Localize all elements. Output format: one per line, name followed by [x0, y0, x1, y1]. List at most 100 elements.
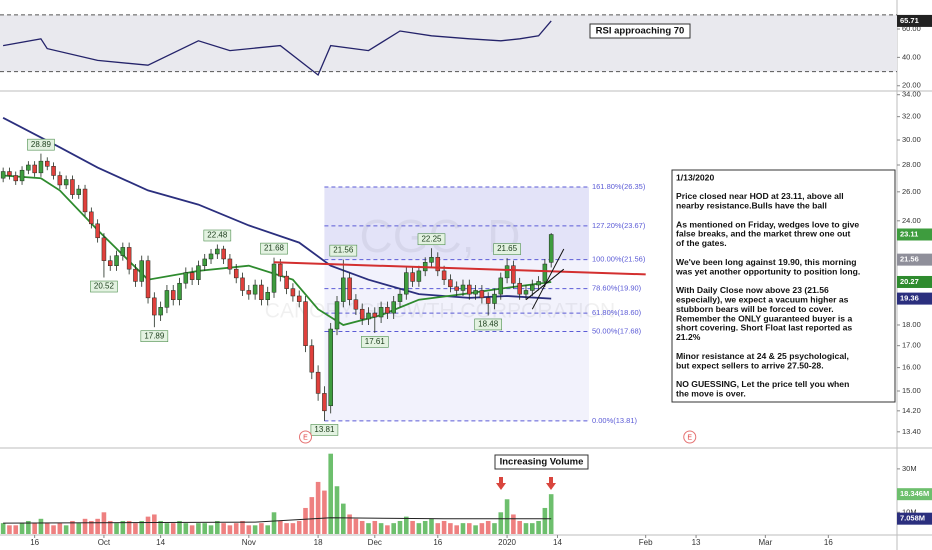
- volume-bar: [422, 520, 428, 534]
- candle-body: [322, 393, 327, 412]
- candle-body: [460, 284, 466, 291]
- candle-body: [341, 277, 346, 302]
- volume-bar: [76, 523, 82, 534]
- volume-bar: [107, 520, 113, 534]
- volume-bar: [164, 523, 170, 534]
- candle-body: [164, 290, 170, 308]
- volume-bar: [0, 523, 6, 534]
- candle-body: [517, 282, 522, 295]
- candle-body: [0, 171, 6, 179]
- volume-bar: [227, 525, 233, 534]
- fib-label: 161.80%(26.35): [592, 182, 646, 191]
- volume-bar: [284, 523, 289, 534]
- candle-body: [435, 257, 441, 272]
- volume-bar: [63, 525, 69, 534]
- candle-body: [51, 166, 56, 176]
- candle-body: [278, 263, 283, 277]
- fib-axis-tag: 21.56: [900, 255, 919, 264]
- note-box: [671, 169, 896, 403]
- candle-body: [479, 290, 485, 299]
- candle-body: [63, 179, 69, 186]
- volume-bar: [95, 518, 100, 534]
- callout-label: 22.48: [207, 231, 228, 240]
- fib-label: 127.20%(23.67): [592, 221, 646, 230]
- candle-body: [530, 284, 535, 291]
- candle-body: [378, 307, 384, 318]
- candle-body: [44, 160, 50, 167]
- candle-body: [208, 253, 214, 260]
- fib-label: 50.00%(17.68): [592, 326, 642, 335]
- volume-bar: [328, 453, 334, 534]
- candle-body: [467, 284, 472, 295]
- candle-body: [404, 272, 409, 295]
- candle-body: [240, 277, 245, 291]
- candle-body: [202, 258, 207, 266]
- volume-bar: [278, 520, 283, 534]
- callout-box: [493, 243, 521, 255]
- volume-bar: [454, 525, 459, 534]
- callout-label: 18.48: [478, 320, 499, 329]
- volume-bar: [38, 518, 44, 534]
- volume-bar: [448, 523, 453, 534]
- candle-body: [448, 279, 453, 288]
- event-label: E: [687, 434, 692, 441]
- volume-bar: [70, 520, 75, 534]
- candle-body: [454, 286, 459, 291]
- fib-label: 78.60%(19.90): [592, 284, 642, 293]
- last-price-tag-bg: [897, 228, 932, 241]
- ma-last-tag-bg: [897, 292, 932, 305]
- candle-body: [492, 293, 497, 304]
- fib-label: 61.80%(18.60): [592, 308, 642, 317]
- volume-bar: [485, 520, 491, 534]
- volume-bar: [221, 523, 226, 534]
- note-line: 21.2%: [676, 332, 701, 342]
- ma-last-tag: 19.36: [900, 294, 919, 303]
- callout-box: [140, 330, 169, 342]
- volume-bar: [416, 523, 422, 534]
- volume-bar: [385, 525, 390, 534]
- candle-body: [548, 234, 554, 263]
- callout-label: 22.25: [421, 234, 442, 243]
- volume-bar: [114, 523, 119, 534]
- x-tick-label: 16: [824, 538, 833, 547]
- fib-zone: [324, 313, 589, 332]
- candle-body: [366, 312, 371, 320]
- candle-body: [397, 293, 403, 302]
- callout-label: 21.56: [333, 246, 354, 255]
- note-line: stubborn bears will be forced to cover.: [676, 304, 834, 314]
- volume-bar: [145, 516, 151, 534]
- candle-body: [246, 290, 252, 295]
- volume-bar: [403, 516, 409, 534]
- moving-average: [3, 174, 552, 326]
- y-tick-label: 26.00: [902, 187, 921, 196]
- volume-bar: [334, 486, 340, 534]
- x-tick-label: 16: [433, 538, 442, 547]
- volume-bar: [466, 523, 472, 534]
- candle-body: [89, 211, 94, 225]
- candle-body: [523, 290, 529, 295]
- callout-label: 21.65: [497, 244, 518, 253]
- note-line: 1/13/2020: [676, 172, 714, 182]
- callout-box: [474, 318, 502, 331]
- rsi-line: [2, 20, 552, 77]
- candle-body: [215, 248, 220, 255]
- volume-bar: [259, 523, 264, 534]
- volume-bar: [498, 512, 504, 534]
- candle-body: [227, 258, 233, 270]
- candle-body: [26, 164, 31, 171]
- candle-body: [196, 265, 201, 280]
- callout-box: [203, 229, 232, 242]
- fib-label: 0.00%(13.81): [592, 416, 638, 425]
- volume-arrow: [546, 477, 556, 490]
- volume-bar: [366, 523, 371, 534]
- candle-body: [189, 272, 195, 280]
- candle-body: [309, 345, 315, 373]
- x-tick-label: 14: [156, 538, 165, 547]
- candle-body: [416, 270, 422, 282]
- volume-bar: [246, 525, 252, 534]
- volume-ma: [3, 517, 552, 524]
- rsi-last-tag: 65.71: [900, 16, 919, 25]
- callout-label: 20.52: [94, 282, 115, 291]
- volume-bar: [32, 523, 37, 534]
- volume-bar: [441, 520, 447, 534]
